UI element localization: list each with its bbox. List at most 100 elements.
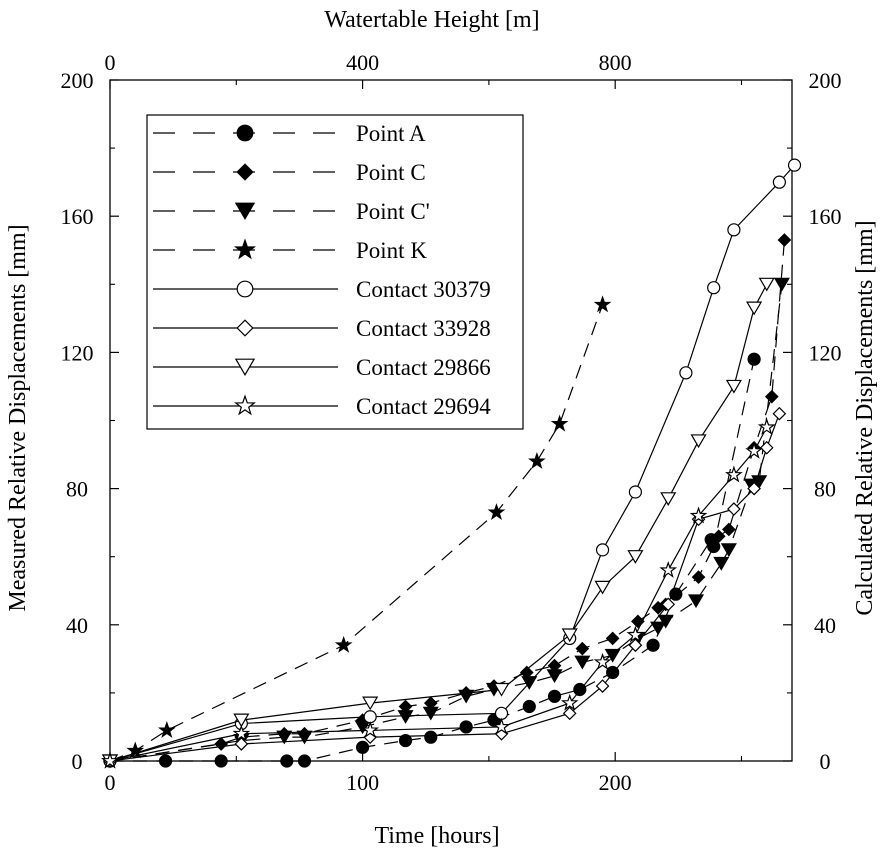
data-point: [362, 696, 379, 711]
legend-item: Point C': [153, 199, 430, 224]
data-point: [745, 441, 763, 459]
data-point: [722, 522, 736, 537]
y-axis-title: Measured Relative Displacements [mm]: [5, 224, 31, 611]
data-point: [550, 414, 569, 432]
series-contact-33928: [103, 406, 787, 768]
data-point: [562, 706, 577, 721]
data-point: [720, 543, 737, 558]
data-point: [725, 379, 742, 394]
data-point: [605, 631, 620, 646]
data-point: [659, 560, 678, 578]
data-point: [575, 641, 590, 656]
legend-marker: [236, 163, 254, 181]
x-tick-label: 0: [105, 770, 116, 795]
series-line: [109, 284, 768, 762]
data-point: [711, 529, 726, 544]
data-point: [101, 751, 119, 769]
data-point: [594, 580, 611, 595]
legend: Point A Point C Point C' Point K Contact 303…: [146, 114, 524, 430]
series-line: [109, 164, 795, 762]
x-tick-label: 200: [599, 770, 632, 795]
y-tick-label: 40: [66, 613, 88, 638]
data-point: [561, 628, 578, 643]
series-line: [109, 284, 783, 762]
data-point: [574, 655, 591, 670]
data-point: [689, 506, 708, 524]
data-point: [493, 682, 510, 697]
data-point: [777, 233, 792, 247]
legend-label: Contact 29866: [356, 355, 491, 380]
data-point: [747, 481, 761, 496]
data-point: [487, 503, 506, 520]
y-tick-label: 200: [61, 68, 94, 93]
series-line: [109, 427, 768, 762]
data-point: [424, 730, 438, 744]
data-point: [593, 295, 612, 313]
data-point: [361, 721, 380, 738]
legend-label: Contact 29694: [356, 394, 491, 419]
legend-item: Contact 30379: [153, 277, 491, 302]
legend-item: Point K: [153, 238, 427, 263]
series-contact-29866: [101, 277, 775, 769]
data-point: [546, 669, 563, 684]
y-tick-label: 160: [61, 204, 94, 229]
data-point: [713, 556, 730, 571]
data-point: [355, 740, 370, 754]
data-point: [687, 594, 705, 609]
data-point: [787, 158, 802, 172]
data-point: [725, 465, 743, 483]
data-point: [528, 452, 546, 469]
data-point: [398, 733, 413, 748]
data-point: [758, 277, 775, 292]
legend-label: Point C': [356, 199, 430, 224]
data-point: [757, 417, 776, 435]
data-point: [707, 281, 721, 295]
data-point: [522, 699, 536, 714]
data-point: [660, 492, 677, 507]
top-axis-title: Watertable Height [m]: [324, 7, 539, 33]
data-point: [646, 638, 660, 652]
data-point: [759, 440, 774, 455]
top-tick-label: 800: [599, 50, 632, 75]
data-point: [494, 706, 509, 720]
top-tick-label: 0: [105, 50, 116, 75]
legend-label: Contact 30379: [356, 277, 491, 302]
data-point: [234, 737, 249, 751]
legend-item: Contact 29866: [153, 355, 491, 380]
data-point: [773, 277, 790, 292]
data-point: [595, 543, 610, 557]
legend-marker: [234, 358, 256, 376]
data-point: [604, 648, 621, 663]
data-point: [276, 730, 293, 745]
ticks-layer: 0 100 200 0 400 800 0 40 80 120 160 200 0 40 80 120 160 2…: [61, 50, 842, 795]
data-point: [747, 352, 761, 366]
top-tick-label: 400: [346, 50, 379, 75]
legend-marker: [233, 238, 257, 260]
data-point: [657, 614, 674, 629]
data-point: [707, 539, 721, 554]
legend-label: Point C: [356, 160, 426, 185]
data-point: [627, 550, 644, 564]
legend-box: [146, 114, 524, 430]
legend-label: Contact 33928: [356, 316, 491, 341]
data-point: [595, 679, 610, 693]
data-point: [628, 485, 642, 499]
data-point: [157, 721, 176, 738]
legend-label: Point A: [356, 121, 426, 146]
data-point: [764, 389, 779, 404]
data-point: [233, 713, 250, 728]
x-tick-label: 100: [346, 770, 379, 795]
data-point: [363, 710, 377, 724]
y2-tick-label: 80: [814, 477, 836, 502]
data-point: [232, 724, 251, 742]
y2-axis-title: Calculated Relative Displacements [mm]: [852, 220, 878, 615]
data-point: [214, 754, 228, 768]
y2-tick-label: 0: [820, 749, 831, 774]
data-point: [547, 689, 562, 703]
legend-marker: [233, 394, 257, 416]
legend-marker: [236, 319, 254, 337]
series-line: [109, 413, 780, 762]
data-point: [626, 625, 645, 643]
series-contact-29694: [101, 417, 776, 769]
